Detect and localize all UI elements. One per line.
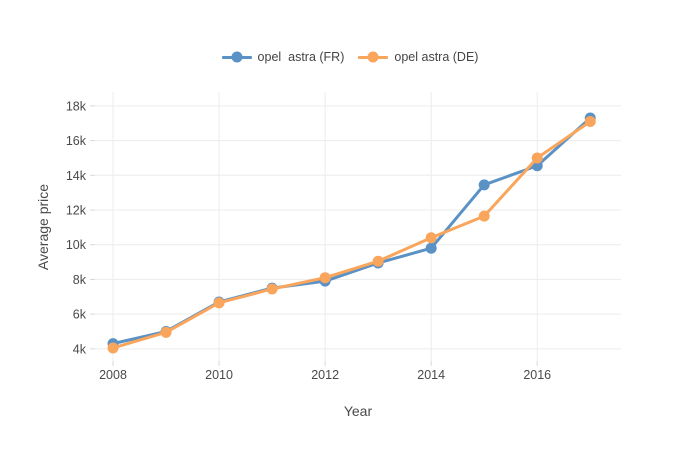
x-tick-label: 2012 <box>311 368 339 382</box>
y-tick-label: 6k <box>73 308 87 322</box>
y-tick-label: 18k <box>66 99 87 113</box>
series-line-0 <box>111 116 592 346</box>
legend-label-fr: opel astra (FR) <box>257 50 345 64</box>
legend-marker-dot-icon <box>367 51 379 63</box>
x-tick-label: 2016 <box>523 368 551 382</box>
y-tick-label: 10k <box>66 238 87 252</box>
data-point-marker[interactable] <box>478 210 490 222</box>
y-tick-label: 8k <box>73 273 87 287</box>
y-axis-title: Average price <box>35 183 51 271</box>
y-tick-label: 4k <box>73 342 87 356</box>
x-tick-label: 2008 <box>99 368 127 382</box>
legend-item-de[interactable]: opel astra (DE) <box>358 50 478 64</box>
y-tick-label: 12k <box>66 204 87 218</box>
y-tick-label: 16k <box>66 134 87 148</box>
data-point-marker[interactable] <box>425 242 437 254</box>
legend-label-de: opel astra (DE) <box>394 50 479 64</box>
x-axis-title: Year <box>343 403 373 419</box>
data-point-marker[interactable] <box>319 272 331 284</box>
data-point-marker[interactable] <box>531 152 543 164</box>
data-point-marker[interactable] <box>478 179 490 191</box>
data-point-marker[interactable] <box>584 116 596 128</box>
y-tick-label: 14k <box>66 169 87 183</box>
legend-line-swatch <box>358 51 389 63</box>
legend-item-fr[interactable]: opel astra (FR) <box>221 50 345 64</box>
data-point-marker[interactable] <box>213 297 225 309</box>
series-line-1 <box>111 120 592 350</box>
data-point-marker[interactable] <box>266 283 278 295</box>
legend-marker-dot-icon <box>231 51 243 63</box>
legend-line-swatch <box>221 51 252 63</box>
data-point-marker[interactable] <box>107 342 119 354</box>
x-tick-label: 2010 <box>205 368 233 382</box>
data-point-marker[interactable] <box>372 255 384 267</box>
data-point-marker[interactable] <box>160 326 172 338</box>
x-tick-label: 2014 <box>417 368 445 382</box>
data-point-marker[interactable] <box>425 232 437 244</box>
legend: opel astra (FR) opel astra (DE) <box>0 50 700 64</box>
